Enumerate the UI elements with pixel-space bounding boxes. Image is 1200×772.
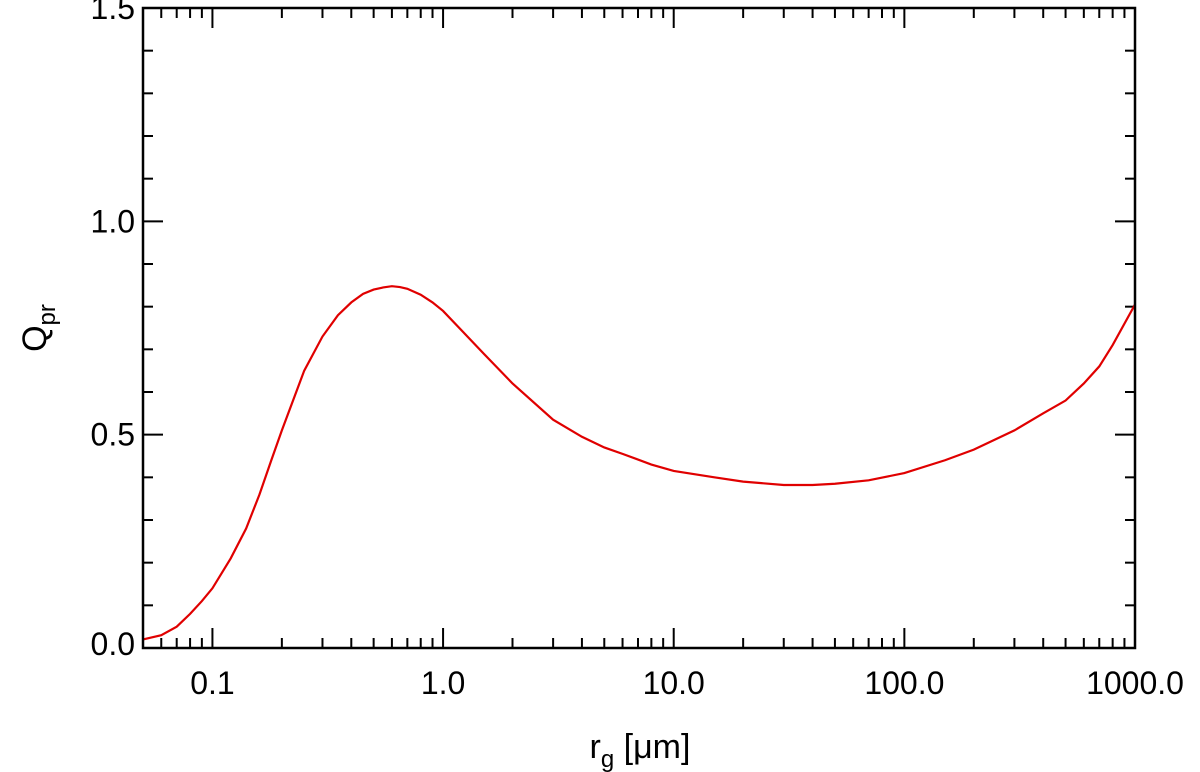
x-tick-label: 100.0 (864, 665, 944, 701)
y-tick-label: 1.5 (91, 0, 135, 26)
axis-ticks (142, 7, 1136, 649)
plot-frame (141, 6, 1137, 650)
y-tick-label: 0.0 (91, 626, 135, 662)
x-tick-label: 0.1 (190, 665, 234, 701)
x-tick-label: 1000.0 (1086, 665, 1184, 701)
y-tick-label: 0.5 (91, 417, 135, 453)
series-line (142, 285, 1136, 641)
y-axis-label: Qpr (16, 304, 61, 352)
y-tick-label: 1.0 (91, 203, 135, 239)
x-tick-label: 1.0 (421, 665, 465, 701)
tick-labels: 0.1 1.0 10.0 100.0 1000.0 0.0 0.5 1.0 1.5 (91, 0, 1184, 701)
x-tick-label: 10.0 (643, 665, 705, 701)
x-axis-label: rg [μm] (590, 728, 691, 772)
